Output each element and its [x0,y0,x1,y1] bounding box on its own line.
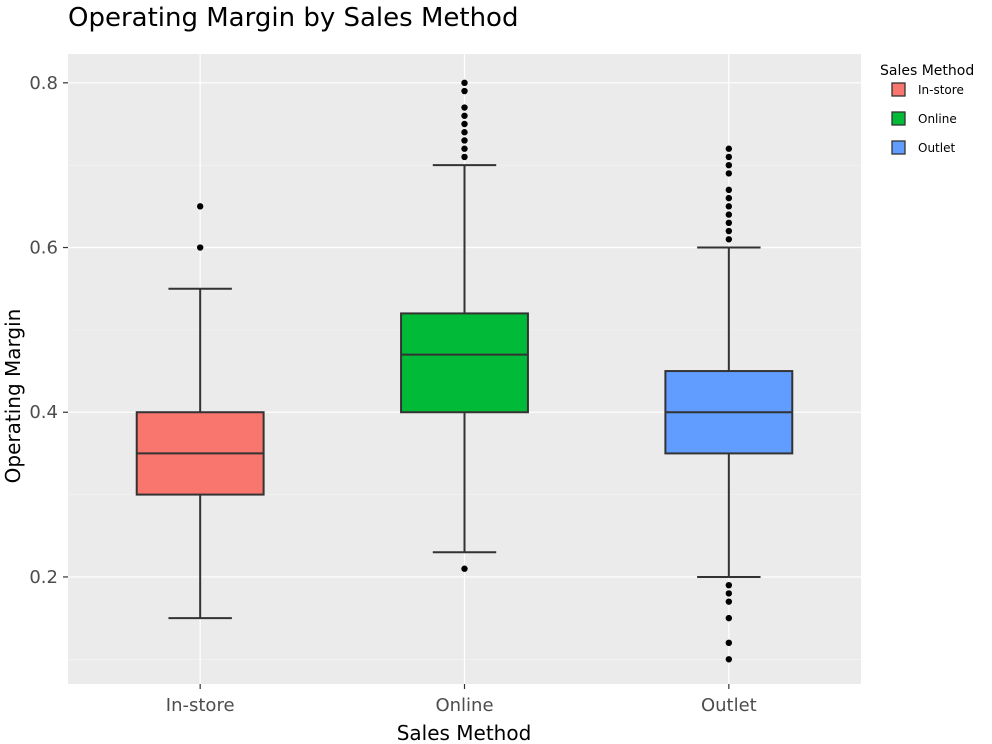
outlier-point [725,219,733,227]
legend-swatch [891,140,906,155]
legend-label: Online [918,112,957,126]
y-tick-label: 0.6 [29,238,58,259]
outlier-point [725,614,733,622]
outlier-point [725,656,733,663]
outlier-point [461,153,468,161]
x-tick-label: In-store [166,695,235,716]
outlier-point [725,145,733,152]
box-in-store [135,203,265,620]
outlier-point [725,153,733,161]
outlier-point [725,211,733,218]
boxes [135,79,794,663]
y-tick-label: 0.4 [29,402,58,423]
x-axis-title: Sales Method [397,721,532,744]
x-axis: In-store Online Outlet [166,684,757,716]
box-outlet [664,145,794,663]
legend-swatch [891,82,906,97]
outlier-point [725,639,733,647]
box-online [400,79,529,572]
outlier-point [725,194,733,202]
legend-item-outlet: Outlet [891,140,955,155]
outlier-point [461,145,468,152]
outlier-point [725,236,733,243]
outlier-point [725,581,733,589]
y-axis: 0.2 0.4 0.6 0.8 [29,73,68,588]
outlier-point [461,129,468,136]
outlier-point [196,244,204,251]
legend-title: Sales Method [880,63,974,79]
outlier-point [725,227,733,235]
legend: Sales Method In-store Online Outlet [880,63,974,155]
y-tick-label: 0.8 [29,73,58,94]
outlier-point [461,565,468,572]
outlier-point [461,79,468,87]
outlier-point [725,161,733,169]
legend-label: Outlet [918,141,955,155]
outlier-point [725,186,733,194]
outlier-point [725,590,733,597]
iqr-box [400,312,529,414]
outlier-point [196,203,204,210]
outlier-point [725,598,733,605]
x-tick-label: Online [435,695,493,716]
outlier-point [461,137,468,144]
y-tick-label: 0.2 [29,567,58,588]
legend-swatch [891,111,906,126]
y-axis-title: Operating Margin [1,309,25,484]
outlier-point [725,203,733,210]
legend-label: In-store [918,83,964,97]
outlier-point [461,120,468,128]
outlier-point [461,87,468,95]
legend-item-in-store: In-store [891,82,964,97]
x-tick-label: Outlet [701,695,757,716]
chart-title: Operating Margin by Sales Method [68,3,518,33]
outlier-point [725,170,733,177]
outlier-point [461,112,468,119]
legend-item-online: Online [891,111,957,126]
outlier-point [461,104,468,111]
